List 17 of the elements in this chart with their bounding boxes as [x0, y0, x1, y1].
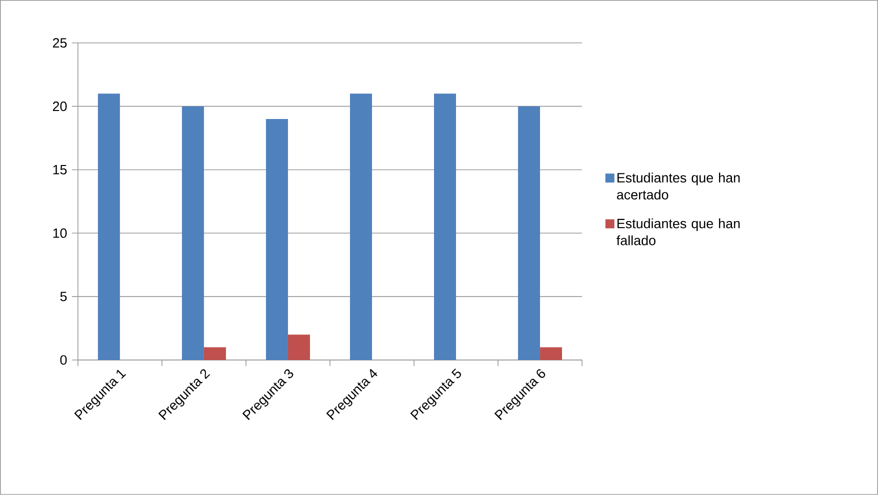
- legend-label: Estudiantes que han acertado: [616, 172, 740, 200]
- bar: [98, 94, 120, 360]
- bar: [266, 119, 288, 360]
- bar: [182, 106, 204, 360]
- y-tick-label: 20: [52, 102, 67, 112]
- bar: [288, 334, 310, 360]
- legend-label: Estudiantes que han fallado: [616, 218, 740, 246]
- y-tick-label: 10: [53, 228, 67, 238]
- bar: [518, 106, 540, 360]
- bar: [350, 94, 372, 360]
- y-tick-label: 0: [60, 355, 67, 365]
- y-tick-label: 5: [60, 292, 67, 302]
- y-tick-label: 25: [52, 38, 67, 48]
- bar: [540, 347, 562, 360]
- bar: [434, 94, 456, 360]
- y-tick-label: 15: [53, 165, 67, 174]
- bar: [204, 347, 226, 360]
